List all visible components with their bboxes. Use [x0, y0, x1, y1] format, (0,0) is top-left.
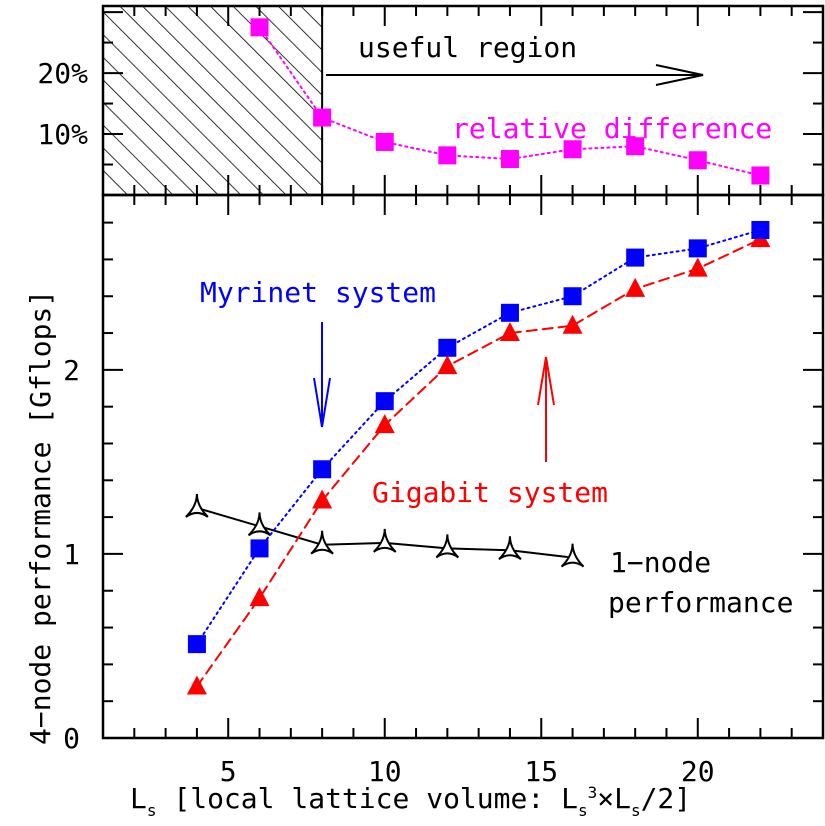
point-one-node	[310, 530, 334, 555]
series-myrinet	[187, 220, 770, 654]
point-myrinet	[688, 239, 707, 258]
relative-difference-label: relative difference	[452, 112, 772, 145]
point-relative-difference	[688, 151, 707, 170]
point-myrinet	[563, 287, 582, 306]
point-myrinet	[626, 248, 645, 267]
x-axis-label-sub3: s	[631, 801, 641, 820]
myrinet-annotation: Myrinet system	[200, 276, 436, 428]
point-myrinet	[250, 539, 269, 558]
point-myrinet	[751, 220, 770, 239]
x-tick-labels: 5 10 15 20	[220, 755, 715, 788]
point-one-node	[435, 534, 460, 559]
point-myrinet	[313, 460, 332, 479]
point-gigabit	[562, 314, 583, 334]
point-myrinet	[500, 303, 519, 322]
useful-region-label: useful region	[358, 31, 577, 64]
series-gigabit	[186, 228, 771, 695]
point-gigabit	[249, 587, 270, 607]
x-tick-label: 20	[681, 755, 715, 788]
x-axis-label-main: L	[130, 782, 147, 815]
point-relative-difference	[751, 166, 770, 185]
point-gigabit	[312, 489, 333, 509]
point-gigabit	[499, 322, 520, 342]
point-myrinet	[375, 392, 394, 411]
series-line-gigabit	[195, 238, 762, 688]
one-node-label-line1: 1−node	[610, 546, 711, 579]
y-tick-label: 1	[63, 538, 80, 571]
y-tick-label: 2	[63, 354, 80, 387]
x-axis-label-sup: 3	[588, 783, 598, 802]
point-myrinet	[438, 338, 457, 357]
point-gigabit	[625, 277, 646, 297]
point-relative-difference	[313, 108, 332, 127]
point-one-node	[373, 528, 397, 553]
useful-region-arrow-head	[655, 64, 704, 86]
point-gigabit	[374, 414, 395, 434]
top-panel: 10% 20% useful region relative difference	[37, 5, 823, 196]
top-series	[250, 18, 770, 185]
x-axis-label-sub2: s	[578, 801, 588, 820]
x-tick-label: 10	[368, 755, 402, 788]
point-myrinet	[187, 635, 206, 654]
gigabit-arrow-head	[537, 356, 555, 406]
x-axis-label-tail: ×L	[597, 782, 631, 815]
point-gigabit	[687, 257, 708, 277]
point-one-node	[498, 536, 522, 561]
point-relative-difference	[500, 150, 519, 169]
myrinet-label: Myrinet system	[200, 276, 436, 309]
x-axis-label: Ls [local lattice volume: Ls3×Ls/2]	[130, 782, 691, 820]
point-relative-difference	[563, 140, 582, 159]
point-relative-difference	[375, 132, 394, 151]
x-tick-label: 15	[524, 755, 558, 788]
point-one-node	[185, 493, 209, 518]
top-y-tick-labels: 10% 20%	[37, 57, 88, 151]
series-line-myrinet	[195, 228, 762, 646]
useful-region-annotation: useful region	[326, 31, 704, 86]
point-one-node	[560, 543, 585, 568]
gigabit-annotation: Gigabit system	[372, 356, 608, 509]
series-relative-difference	[250, 18, 770, 185]
x-axis-label-end: /2]	[641, 782, 692, 815]
top-y-tick-label: 20%	[37, 57, 88, 90]
point-relative-difference	[250, 18, 269, 37]
myrinet-arrow-head	[313, 377, 331, 428]
y-axis-label: 4−node performance [Gflops]	[24, 290, 57, 745]
y-tick-labels: 0 1 2	[63, 354, 80, 755]
main-panel: 5 10 15 20 0 1 2 Myrinet system Gigabit syste…	[24, 195, 823, 820]
main-series	[185, 220, 771, 695]
point-one-node	[247, 512, 272, 537]
series-line-relative-difference	[258, 26, 762, 177]
one-node-label-line2: performance	[608, 586, 793, 619]
x-axis-label-rest: [local lattice volume: L	[157, 782, 578, 815]
top-y-tick-label: 10%	[37, 118, 88, 151]
point-relative-difference	[626, 137, 645, 156]
main-panel-frame	[101, 193, 825, 740]
gigabit-label: Gigabit system	[372, 476, 608, 509]
y-tick-label: 0	[63, 722, 80, 755]
point-gigabit	[437, 355, 458, 375]
x-axis-label-sub: s	[147, 801, 157, 820]
top-ticks	[103, 6, 823, 195]
x-tick-label: 5	[220, 755, 237, 788]
point-gigabit	[186, 675, 207, 695]
point-relative-difference	[438, 146, 457, 165]
hatched-region	[102, 5, 324, 196]
series-one-node	[185, 493, 585, 568]
